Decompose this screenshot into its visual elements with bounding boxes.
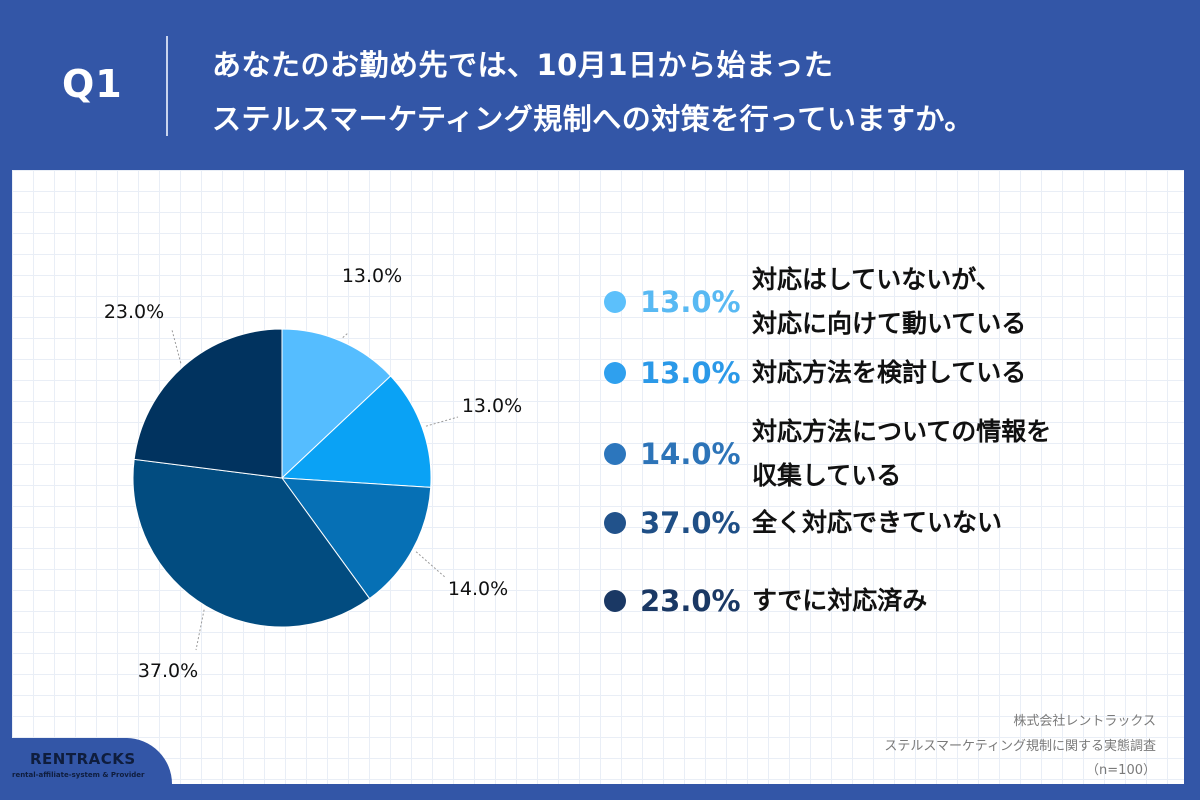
question-title-line-2: ステルスマーケティング規制への対策を行っていますか。: [212, 102, 974, 136]
legend-label-4: 全く対応できていない: [752, 501, 1002, 545]
pie-leader-line-1: [342, 332, 349, 338]
legend-percentage-4: 37.0%: [640, 506, 741, 540]
legend-label-5: すでに対応済み: [752, 579, 927, 623]
legend-dot-2: [604, 362, 626, 384]
legend-item-4: 37.0% 全く対応できていない: [604, 501, 1002, 545]
question-title-line-1: あなたのお勤め先では、10月1日から始まった: [212, 48, 834, 82]
logo-name: RENTRACKS: [30, 750, 136, 768]
legend-dot-3: [604, 443, 626, 465]
pie-leader-line-3: [415, 551, 447, 579]
pie-data-label-3: 14.0%: [448, 578, 508, 600]
header: Q1 あなたのお勤め先では、10月1日から始まった ステルスマーケティング規制へ…: [0, 0, 1200, 170]
legend-label-1: 対応はしていないが、 対応に向けて動いている: [752, 258, 1026, 346]
legend-item-5: 23.0% すでに対応済み: [604, 579, 927, 623]
legend-label-line: 収集している: [752, 461, 902, 490]
legend-label-line: 全く対応できていない: [752, 508, 1003, 537]
pie-slice-5: [133, 328, 283, 479]
pie-slice-3: [280, 477, 432, 600]
legend-dot-1: [604, 291, 626, 313]
legend-dot-5: [604, 590, 626, 612]
legend-label-3: 対応方法についての情報を 収集している: [752, 410, 1051, 498]
legend-label-2: 対応方法を検討している: [752, 351, 1026, 395]
chart-panel: [12, 170, 1184, 784]
legend-percentage-5: 23.0%: [640, 584, 741, 618]
footer-sample-size: （n=100）: [1086, 763, 1156, 778]
legend-item-1: 13.0% 対応はしていないが、 対応に向けて動いている: [604, 258, 1026, 346]
legend-item-3: 14.0% 対応方法についての情報を 収集している: [604, 410, 1051, 498]
legend-percentage-2: 13.0%: [640, 356, 741, 390]
logo: RENTRACKS rental-affiliate-system & Prov…: [0, 738, 172, 800]
pie-data-label-4: 37.0%: [138, 660, 198, 682]
legend-dot-4: [604, 512, 626, 534]
legend-label-line: 対応に向けて動いている: [752, 309, 1027, 338]
legend-percentage-3: 14.0%: [640, 437, 741, 471]
pie-data-label-5: 23.0%: [104, 301, 164, 323]
pie-leader-line-2: [425, 416, 459, 427]
pie-data-label-1: 13.0%: [342, 265, 402, 287]
header-divider: [166, 36, 168, 136]
logo-tagline: rental-affiliate-system & Provider: [12, 771, 145, 779]
pie-leader-line-4: [195, 609, 205, 651]
footer-survey-name: ステルスマーケティング規制に関する実態調査: [884, 739, 1156, 754]
legend-label-line: 対応方法についての情報を: [752, 417, 1052, 446]
question-number: Q1: [62, 62, 123, 106]
legend-label-line: すでに対応済み: [752, 586, 928, 615]
pie-slice-1: [281, 328, 392, 480]
legend-label-line: 対応はしていないが、: [752, 265, 1001, 294]
footer-company: 株式会社レントラックス: [1013, 714, 1156, 729]
legend-item-2: 13.0% 対応方法を検討している: [604, 351, 1026, 395]
pie-data-label-2: 13.0%: [462, 395, 522, 417]
pie-slice-2: [280, 375, 432, 488]
legend-label-line: 対応方法を検討している: [752, 358, 1027, 387]
pie-slice-4: [132, 458, 371, 628]
pie-leader-line-5: [171, 329, 182, 364]
legend-percentage-1: 13.0%: [640, 285, 741, 319]
